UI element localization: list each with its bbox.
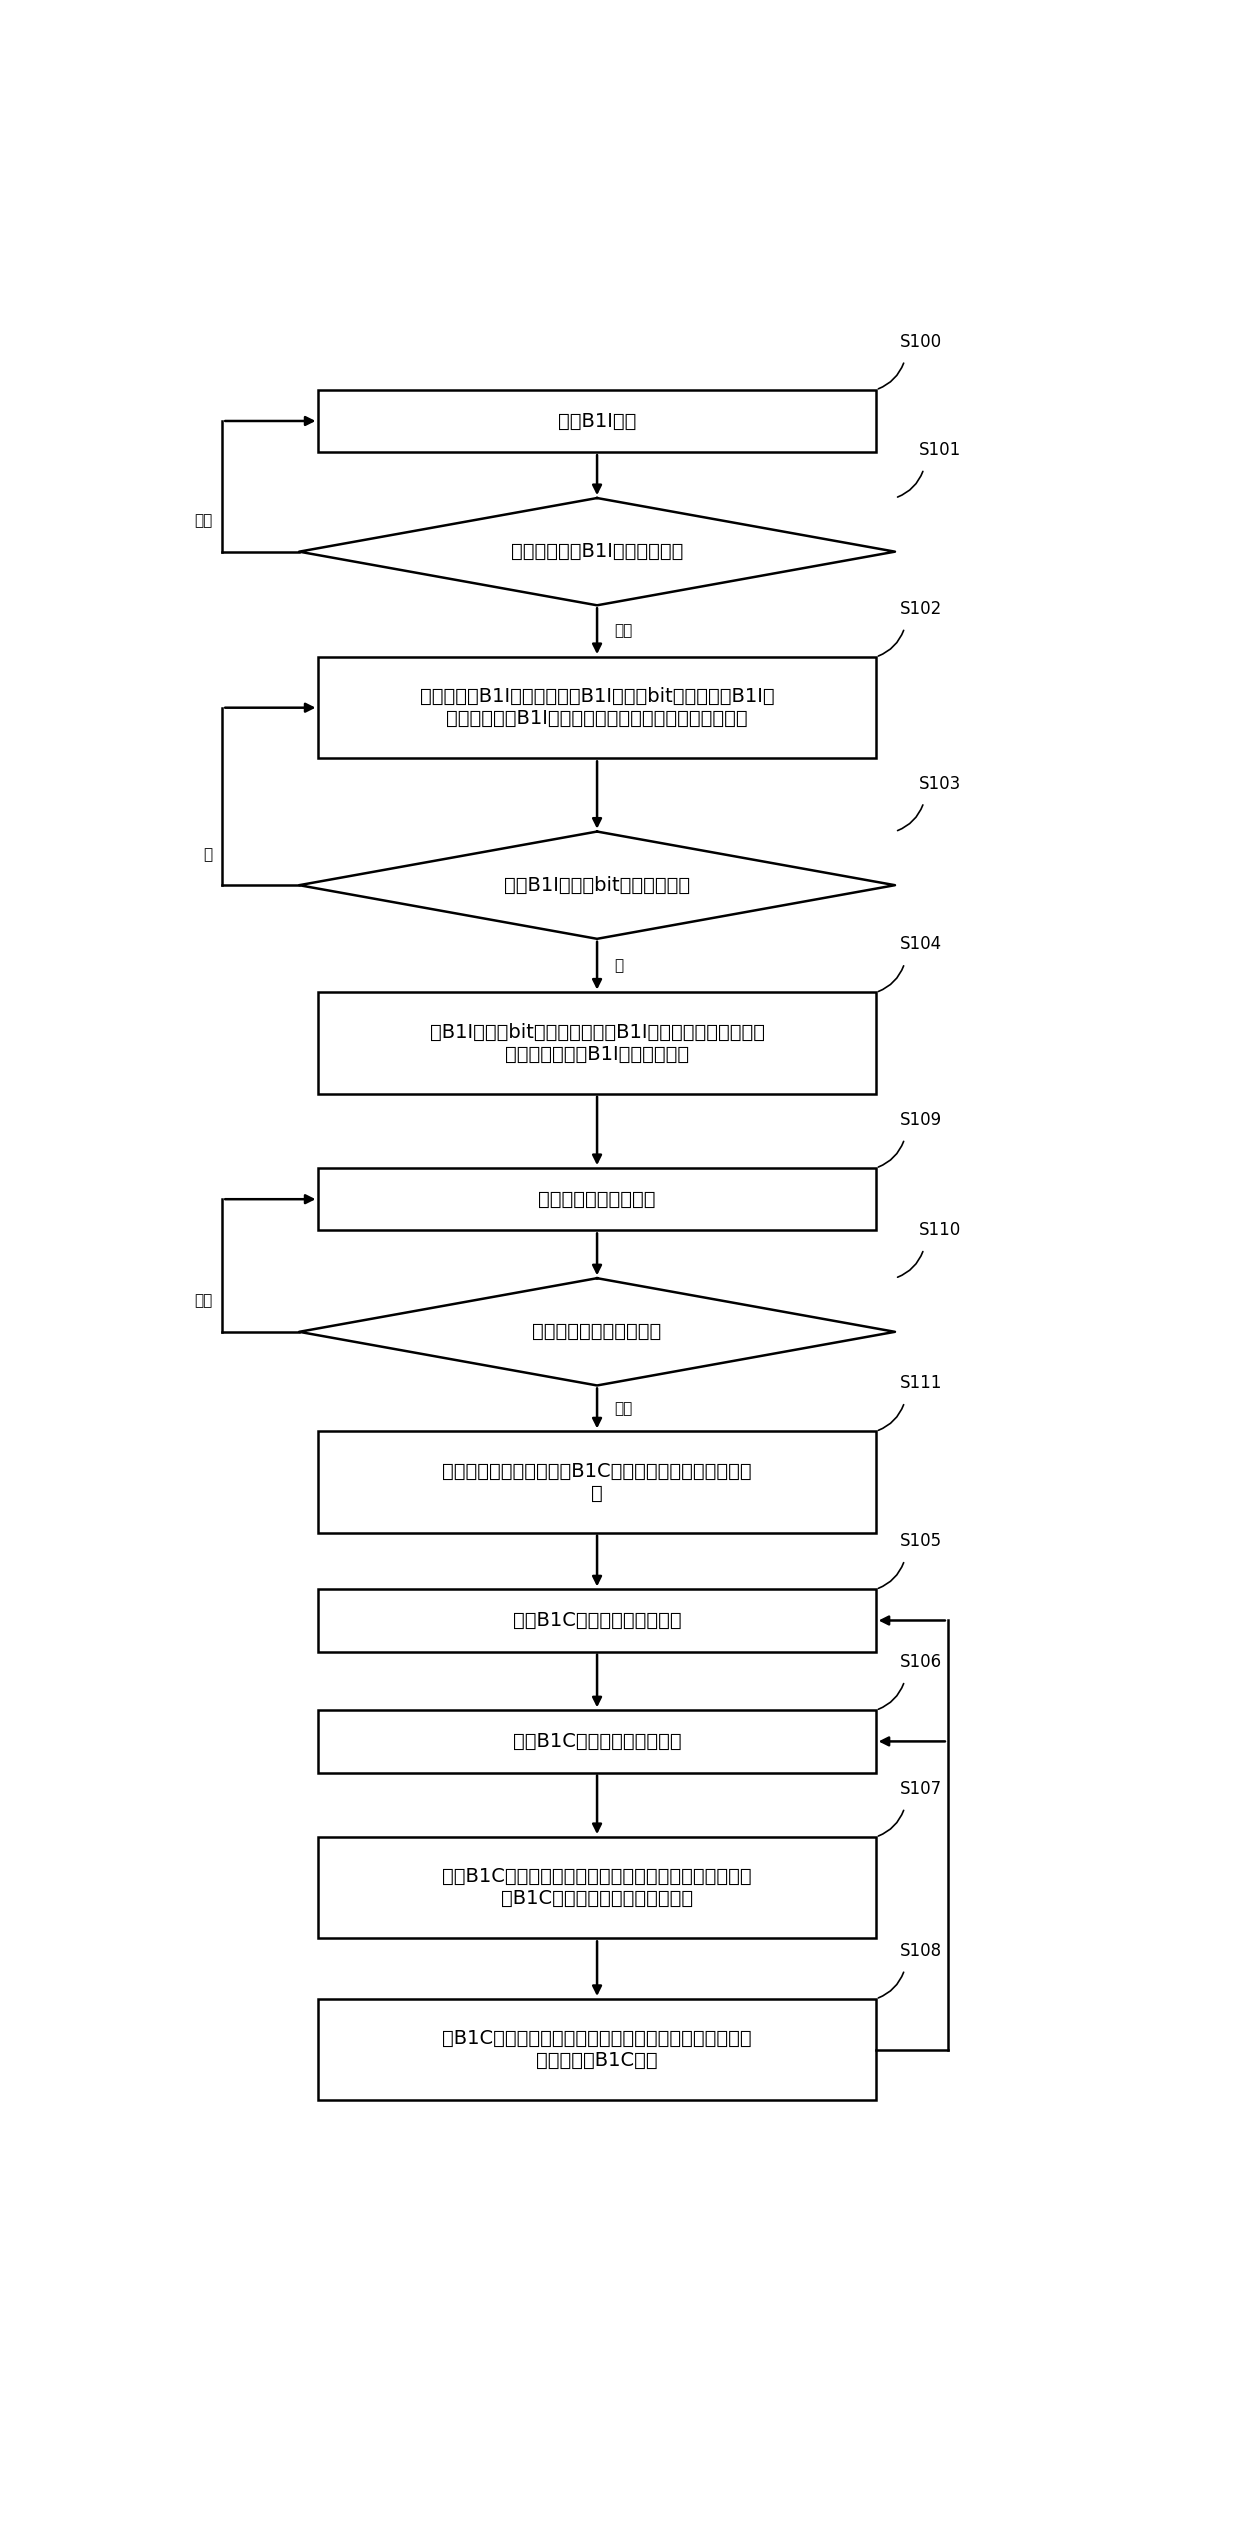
Text: 有效: 有效 [614, 1401, 632, 1416]
Text: 判定电离层参数是否有效: 判定电离层参数是否有效 [532, 1322, 662, 1342]
FancyBboxPatch shape [319, 390, 875, 453]
Polygon shape [299, 831, 895, 940]
Text: 解算B1C信号的码相位估计值: 解算B1C信号的码相位估计值 [513, 1611, 681, 1631]
Text: S109: S109 [900, 1112, 942, 1130]
Text: 若B1I信号的bit同步成功，跟踪B1I信号，为接收机提供观
测量信息并校验B1I信号的有效性: 若B1I信号的bit同步成功，跟踪B1I信号，为接收机提供观 测量信息并校验B1… [429, 1023, 765, 1064]
Text: S111: S111 [900, 1375, 942, 1393]
Text: 是: 是 [614, 957, 624, 973]
FancyBboxPatch shape [319, 656, 875, 757]
Text: S106: S106 [900, 1654, 942, 1672]
FancyBboxPatch shape [319, 1168, 875, 1231]
FancyBboxPatch shape [319, 1836, 875, 1938]
Text: 若电离层参数有效，则对B1C信号码相位估计值做误差补
偿: 若电离层参数有效，则对B1C信号码相位估计值做误差补 偿 [443, 1462, 751, 1502]
Text: S104: S104 [900, 935, 942, 952]
Text: 有效: 有效 [614, 623, 632, 638]
FancyBboxPatch shape [319, 1431, 875, 1532]
FancyBboxPatch shape [319, 1588, 875, 1652]
Text: 捕获B1I信号: 捕获B1I信号 [558, 410, 636, 431]
Text: 根据B1C信号的多普勒估计值和码相位估计值的精度，设
定B1C信号的搜索门限及步进参数: 根据B1C信号的多普勒估计值和码相位估计值的精度，设 定B1C信号的搜索门限及步… [443, 1867, 751, 1907]
Text: S105: S105 [900, 1532, 942, 1550]
Text: S107: S107 [900, 1781, 942, 1798]
Text: 判定B1I信号的bit同步是否成功: 判定B1I信号的bit同步是否成功 [503, 876, 691, 894]
FancyBboxPatch shape [319, 993, 875, 1094]
Text: S101: S101 [919, 441, 961, 458]
Text: 将B1C信号的搜索门限及步进参数配置给快速引导模块，
以快速捕获B1C信号: 将B1C信号的搜索门限及步进参数配置给快速引导模块， 以快速捕获B1C信号 [443, 2029, 751, 2069]
Text: 无效: 无效 [195, 514, 213, 529]
FancyBboxPatch shape [319, 1999, 875, 2100]
Text: S102: S102 [900, 600, 942, 618]
Text: 解析接收机电离层参数: 解析接收机电离层参数 [538, 1191, 656, 1208]
Text: 若捕获到的B1I信号有效，对B1I信号做bit同步，确定B1I比
特边界以获得B1I信号的码相位与系统时间轴的对应关系: 若捕获到的B1I信号有效，对B1I信号做bit同步，确定B1I比 特边界以获得B… [420, 686, 774, 727]
Text: 否: 否 [203, 846, 213, 861]
Text: S110: S110 [919, 1221, 961, 1239]
Polygon shape [299, 1279, 895, 1386]
Text: 无效: 无效 [195, 1294, 213, 1310]
FancyBboxPatch shape [319, 1710, 875, 1773]
Text: S103: S103 [919, 775, 961, 793]
Text: 判定捕获到的B1I信号是否有效: 判定捕获到的B1I信号是否有效 [511, 542, 683, 562]
Text: S100: S100 [900, 332, 942, 350]
Text: 解算B1C信号的多普勒估计值: 解算B1C信号的多普勒估计值 [513, 1733, 681, 1750]
Text: S108: S108 [900, 1943, 942, 1961]
Polygon shape [299, 499, 895, 605]
